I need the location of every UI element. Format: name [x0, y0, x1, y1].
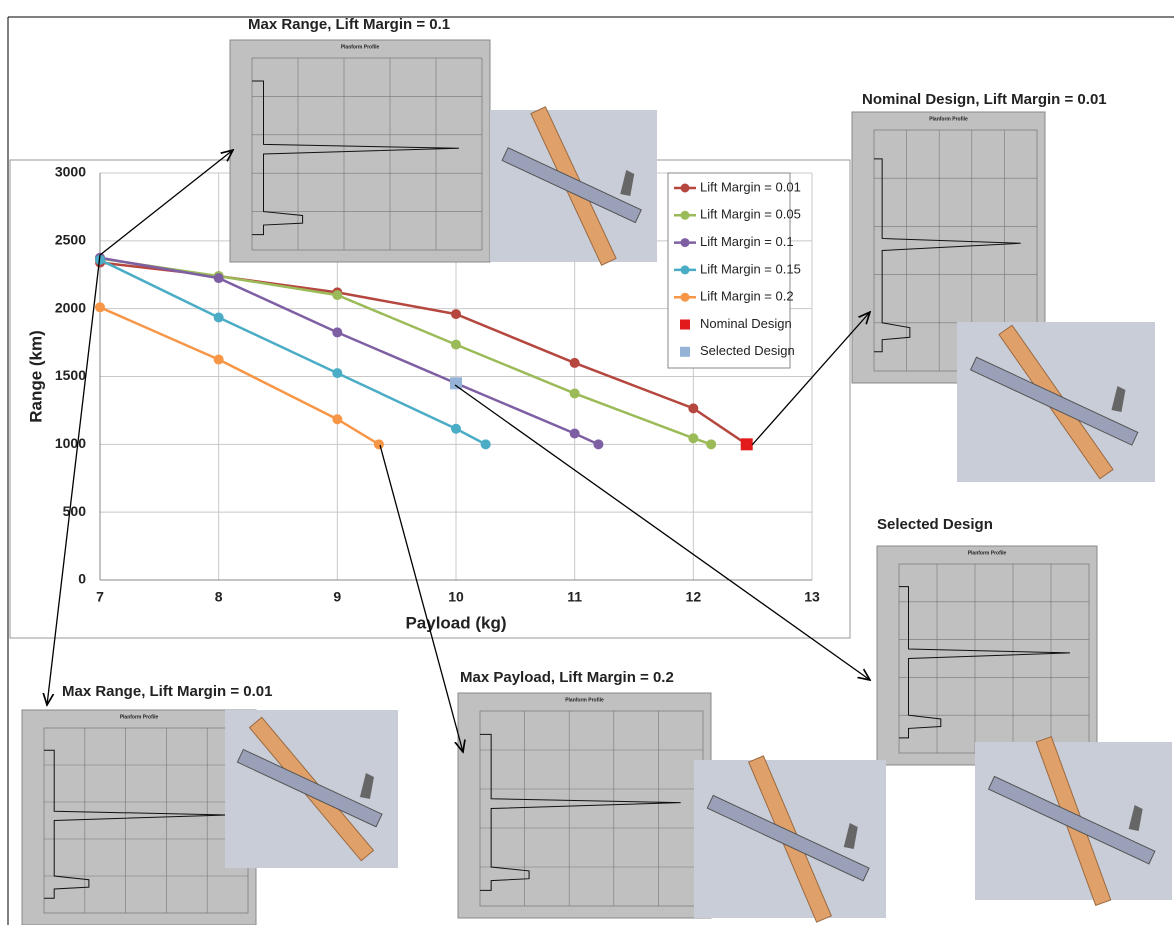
point-marker — [741, 438, 753, 450]
point-marker — [95, 302, 105, 312]
point-marker — [332, 368, 342, 378]
inset-chart-title: Planform Profile — [929, 116, 968, 122]
inset-chart-title: Planform Profile — [120, 714, 159, 720]
point-marker — [332, 327, 342, 337]
inset-title: Max Range, Lift Margin = 0.01 — [62, 683, 272, 700]
legend-label: Lift Margin = 0.05 — [700, 207, 801, 222]
point-marker — [451, 309, 461, 319]
point-marker — [570, 428, 580, 438]
x-tick-label: 12 — [686, 589, 702, 605]
inset-title: Selected Design — [877, 516, 993, 533]
legend-swatch — [680, 320, 690, 330]
y-tick-label: 500 — [63, 503, 87, 519]
point-marker — [451, 424, 461, 434]
inset: Selected Design Planform Profile — [877, 516, 1172, 905]
inset-chart-title: Planform Profile — [341, 44, 380, 50]
point-marker — [450, 377, 462, 389]
x-tick-label: 9 — [333, 589, 341, 605]
inset: Nominal Design, Lift Margin = 0.01 Planfo… — [852, 91, 1155, 482]
x-tick-label: 10 — [448, 589, 464, 605]
inset-title: Nominal Design, Lift Margin = 0.01 — [862, 91, 1107, 108]
point-marker — [374, 439, 384, 449]
point-marker — [570, 388, 580, 398]
point-marker — [332, 414, 342, 424]
y-axis-title: Range (km) — [26, 330, 45, 423]
point-marker — [688, 403, 698, 413]
y-tick-label: 3000 — [55, 164, 86, 180]
inset: Max Range, Lift Margin = 0.01 Planform Pr… — [22, 683, 398, 925]
point-marker — [593, 439, 603, 449]
inset-chart-title: Planform Profile — [565, 697, 604, 703]
point-marker — [570, 358, 580, 368]
point-marker — [214, 312, 224, 322]
legend-swatch — [681, 211, 690, 220]
legend-swatch — [681, 184, 690, 193]
legend-label: Nominal Design — [700, 316, 792, 331]
point-marker — [451, 340, 461, 350]
inset: Max Payload, Lift Margin = 0.2 Planform P… — [458, 669, 886, 922]
x-tick-label: 13 — [804, 589, 820, 605]
y-tick-label: 1000 — [55, 435, 86, 451]
inset-title: Max Payload, Lift Margin = 0.2 — [460, 669, 674, 686]
point-marker — [214, 355, 224, 365]
inset-title: Max Range, Lift Margin = 0.1 — [248, 16, 450, 33]
x-axis-title: Payload (kg) — [405, 613, 506, 632]
x-tick-label: 7 — [96, 589, 104, 605]
y-tick-label: 2500 — [55, 232, 86, 248]
inset: Max Range, Lift Margin = 0.1 Planform Pro… — [230, 16, 657, 265]
legend-label: Selected Design — [700, 343, 795, 358]
legend-label: Lift Margin = 0.01 — [700, 179, 801, 194]
legend-swatch — [681, 293, 690, 302]
point-marker — [688, 433, 698, 443]
legend-swatch — [680, 347, 690, 357]
point-marker — [706, 439, 716, 449]
legend-label: Lift Margin = 0.15 — [700, 261, 801, 276]
legend-label: Lift Margin = 0.1 — [700, 234, 794, 249]
y-tick-label: 0 — [78, 571, 86, 587]
y-tick-label: 1500 — [55, 367, 86, 383]
legend-swatch — [681, 238, 690, 247]
point-marker — [481, 439, 491, 449]
x-tick-label: 11 — [567, 589, 582, 605]
point-marker — [214, 273, 224, 283]
figure: 0 500 1000 1500 2000 2500 3000 7 8 9 10 11 12 13 Paylo… — [0, 0, 1174, 925]
point-marker — [332, 290, 342, 300]
legend-label: Lift Margin = 0.2 — [700, 289, 794, 304]
legend-swatch — [681, 265, 690, 274]
y-tick-label: 2000 — [55, 299, 86, 315]
legend: Lift Margin = 0.01 Lift Margin = 0.05 Lift… — [668, 173, 801, 368]
inset-chart-title: Planform Profile — [968, 550, 1007, 556]
x-tick-label: 8 — [215, 589, 223, 605]
